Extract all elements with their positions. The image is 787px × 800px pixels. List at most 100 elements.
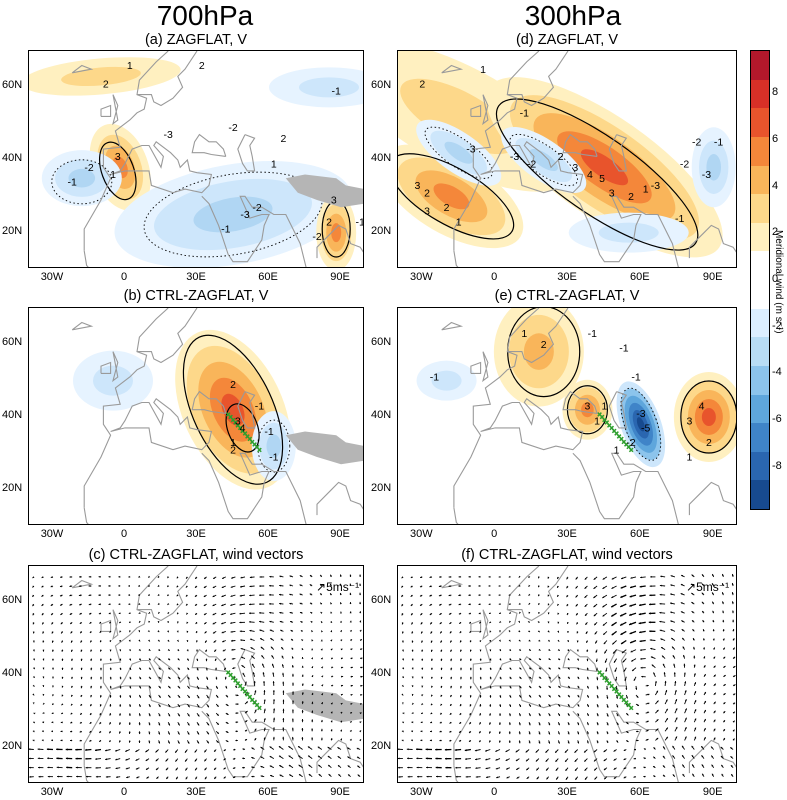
contour-label-e: -1 [588, 328, 597, 340]
svg-text:✖: ✖ [232, 419, 238, 427]
contour-label-d: -2 [680, 158, 689, 170]
svg-text:✖: ✖ [609, 425, 615, 433]
svg-text:✖: ✖ [614, 688, 620, 696]
contour-label-e: 4 [699, 401, 705, 413]
x-tick-label: 60E [630, 271, 650, 283]
svg-text:✖: ✖ [242, 688, 248, 696]
x-tick-label: 30E [557, 786, 577, 798]
colorbar-swatch [751, 365, 769, 395]
map-panel-e: ✖ ✖ ✖ ✖ ✖ ✖ ✖ ✖ ✖ ✖ ✖ ✖ ✖ ✖ -1 2 1 -1 1 3 1 -1 -1 -3 -5 1 -2 3 4 2 1 [397, 307, 737, 525]
y-tick-label: 40N [2, 667, 23, 679]
contour-label-d: 1 [456, 216, 462, 228]
x-tick-label: 60E [630, 528, 650, 540]
contour-label-e: 3 [584, 401, 590, 413]
svg-text:✖: ✖ [606, 422, 612, 430]
contour-label-a: -1 [356, 216, 364, 228]
svg-text:✖: ✖ [237, 683, 243, 691]
colorbar-swatch [751, 480, 769, 509]
svg-text:✖: ✖ [609, 683, 615, 691]
contour-label-d: 2 [558, 151, 564, 163]
y-tick-label: 40N [371, 667, 392, 679]
svg-text:✖: ✖ [249, 438, 255, 446]
colorbar-tick: 6 [772, 133, 779, 145]
map-panel-b: ✖ ✖ ✖ ✖ ✖ ✖ ✖ ✖ ✖ ✖ ✖ ✖ ✖ ✖ 2 -1 3 1 4 -1 2 -1 [28, 307, 364, 525]
map-panel-c: ✖ ✖ ✖ ✖ ✖ ✖ ✖ ✖ ✖ ✖ ✖ ✖ ✖ ✖ [28, 565, 364, 783]
map-panel-d: 2 1 3 2 -1 -3 3 2 1 -3 -2 2 3 4 5 3 2 1 -1 -2 -3 -1 -3 -2 [397, 50, 737, 268]
column-title-300hpa: 300hPa [524, 0, 622, 31]
x-tick-label: 90E [702, 786, 723, 798]
contour-label-d: -1 [520, 107, 529, 119]
contour-label-a: 1 [271, 158, 277, 170]
svg-text:✖: ✖ [618, 436, 624, 444]
svg-text:✖: ✖ [616, 691, 622, 699]
svg-text:✖: ✖ [611, 427, 617, 435]
contour-label-d: -3 [510, 151, 519, 163]
contour-label-a: 3 [115, 151, 121, 163]
contour-label-a: 2 [199, 60, 205, 72]
vector-reference-c: ↗5ms⁻¹ [316, 580, 359, 594]
svg-text:✖: ✖ [606, 680, 612, 688]
contour-label-a: 3 [331, 195, 337, 207]
x-tick-label: 30E [186, 271, 206, 283]
contour-label-e: -1 [430, 372, 439, 384]
contour-label-b: 1 [230, 437, 236, 449]
y-tick-label: 60N [371, 79, 392, 92]
svg-text:✖: ✖ [623, 441, 629, 449]
contour-label-d: -2 [527, 158, 536, 170]
panel-title-e: (e) CTRL-ZAGFLAT, V [494, 288, 640, 304]
panel-title-a: (a) ZAGFLAT, V [144, 32, 248, 48]
contour-label-a: -3 [164, 129, 173, 141]
contour-label-a: 2 [326, 216, 332, 228]
contour-label-d: 2 [424, 187, 430, 199]
x-tick-label: 90E [330, 271, 350, 283]
svg-text:✖: ✖ [247, 694, 253, 702]
contour-label-e: 1 [614, 444, 620, 456]
y-tick-label: 40N [371, 409, 392, 421]
contour-label-e: -3 [636, 408, 645, 420]
x-tick-label: 30W [40, 528, 64, 540]
contour-label-a: 1 [127, 60, 133, 72]
panel-title-f: (f) CTRL-ZAGFLAT, wind vectors [461, 547, 673, 563]
contour-label-d: 3 [414, 180, 420, 192]
svg-text:✖: ✖ [240, 685, 246, 693]
contour-label-e: 1 [686, 452, 692, 464]
svg-text:✖: ✖ [254, 444, 260, 452]
contour-label-b: -1 [269, 452, 278, 464]
contour-label-a: -2 [228, 122, 237, 134]
y-tick-label: 20N [371, 739, 392, 752]
map-panel-a: 2 1 2 -1 -2 -3 -1 2 3 1 -2 -3 -2 -1 1 2 3 -1 -2 [28, 50, 364, 268]
x-tick-label: 0 [120, 528, 128, 540]
contour-label-a: -2 [84, 162, 93, 174]
svg-text:✖: ✖ [599, 672, 605, 680]
panel-title-c: (c) CTRL-ZAGFLAT, wind vectors [88, 547, 304, 563]
svg-text:✖: ✖ [604, 677, 610, 685]
contour-label-b: 3 [235, 415, 241, 427]
contour-label-e: -1 [619, 343, 628, 355]
reference-arrow-icon: ↗ [316, 580, 327, 594]
contour-label-a: -2 [252, 202, 261, 214]
contour-label-e: 2 [541, 339, 547, 351]
svg-text:✖: ✖ [628, 446, 634, 454]
contour-label-d: 3 [609, 187, 615, 199]
y-tick-label: 20N [2, 481, 23, 494]
contour-label-a: -2 [312, 231, 321, 243]
svg-text:✖: ✖ [225, 669, 231, 677]
colorbar-swatch [751, 51, 769, 80]
svg-text:✖: ✖ [599, 414, 605, 422]
contour-label-d: -2 [692, 137, 701, 149]
svg-text:✖: ✖ [247, 436, 253, 444]
colorbar-swatch [751, 451, 769, 481]
map-panel-f: ✖ ✖ ✖ ✖ ✖ ✖ ✖ ✖ ✖ ✖ ✖ ✖ ✖ ✖ [397, 565, 737, 783]
y-tick-label: 60N [2, 594, 23, 607]
colorbar-tick: 0 [772, 273, 779, 285]
y-tick-label: 60N [371, 594, 392, 607]
y-tick-label: 20N [2, 739, 23, 752]
svg-text:✖: ✖ [225, 411, 231, 419]
contour-label-e: -1 [631, 372, 640, 384]
vector-reference-f: ↗5ms⁻¹ [686, 580, 729, 594]
colorbar-tick: -8 [772, 459, 782, 472]
svg-text:✖: ✖ [249, 696, 255, 704]
svg-text:✖: ✖ [256, 704, 262, 712]
svg-text:✖: ✖ [244, 433, 250, 441]
